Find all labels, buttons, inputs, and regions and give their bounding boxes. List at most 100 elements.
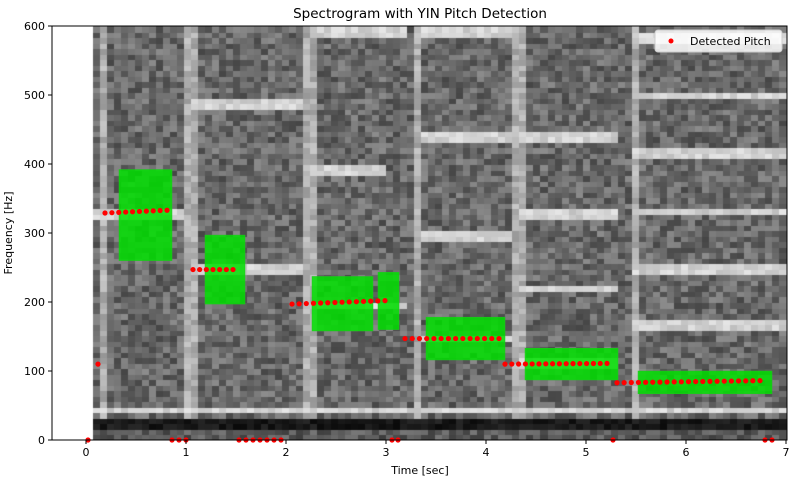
pitch-point: [714, 378, 720, 384]
pitch-point: [325, 300, 331, 306]
x-tick-label: 4: [483, 446, 490, 459]
y-tick-label: 400: [24, 158, 45, 171]
pitch-point: [123, 209, 129, 215]
pitch-point: [664, 379, 670, 385]
pitch-point: [368, 298, 374, 304]
pitch-point: [318, 300, 324, 306]
pitch-point: [230, 266, 236, 273]
pitch-point: [597, 360, 603, 367]
pitch-point: [416, 335, 423, 342]
x-tick-label: 1: [183, 446, 190, 459]
pitch-point: [431, 335, 437, 342]
pitch-point: [203, 266, 209, 273]
pitch-point: [116, 209, 122, 215]
pitch-point: [584, 360, 590, 367]
pitch-point: [217, 266, 223, 273]
pitch-point: [129, 209, 136, 215]
pitch-point: [728, 378, 735, 384]
pitch-point: [621, 380, 627, 386]
pitch-point: [556, 361, 563, 367]
y-tick-label: 200: [24, 296, 45, 309]
pitch-point: [310, 300, 317, 306]
pitch-point: [743, 378, 749, 384]
pitch-point: [223, 266, 229, 273]
pitch-point: [95, 361, 101, 367]
pitch-point: [453, 335, 459, 342]
legend: Detected Pitch: [654, 29, 783, 53]
pitch-point: [721, 378, 727, 384]
pitch-point: [685, 379, 692, 385]
pitch-point: [467, 335, 473, 342]
pitch-point: [382, 298, 388, 304]
highlight-region: [118, 169, 173, 261]
pitch-point: [643, 379, 649, 385]
y-tick-label: 100: [24, 365, 45, 378]
highlight-region: [377, 272, 400, 330]
pitch-point: [460, 335, 466, 342]
x-tick-label: 3: [383, 446, 390, 459]
pitch-point: [750, 378, 756, 384]
pitch-point: [375, 298, 381, 304]
pitch-point: [445, 335, 451, 342]
legend-box: [654, 29, 783, 53]
highlight-regions: [118, 169, 773, 395]
pitch-point: [693, 378, 699, 385]
pitch-point: [577, 360, 583, 367]
pitch-point: [157, 207, 163, 214]
y-tick-label: 600: [24, 20, 45, 33]
y-tick-label: 300: [24, 227, 45, 240]
pitch-point: [522, 361, 529, 367]
pitch-point: [671, 379, 677, 385]
pitch-point: [438, 335, 444, 342]
pitch-point: [210, 266, 216, 273]
pitch-point: [102, 210, 108, 216]
pitch-point: [757, 378, 763, 384]
pitch-point: [529, 361, 535, 367]
pitch-point: [502, 361, 508, 367]
pitch-point: [339, 299, 345, 305]
pitch-point: [289, 301, 295, 307]
pitch-point: [635, 379, 642, 386]
pitch-point: [614, 380, 620, 386]
y-tick-label: 500: [24, 89, 45, 102]
pitch-point: [164, 207, 170, 213]
y-tick-label: 0: [38, 434, 45, 447]
pitch-point: [197, 266, 203, 273]
x-axis: 0 1 2 3 4 5 6 7: [83, 440, 790, 459]
pitch-point: [360, 298, 367, 305]
x-tick-label: 0: [83, 446, 90, 459]
pitch-point: [735, 378, 742, 384]
pitch-point: [353, 299, 359, 305]
pitch-point: [296, 301, 302, 307]
legend-marker: [668, 38, 674, 44]
pitch-point: [150, 208, 156, 214]
pitch-point: [481, 335, 488, 342]
legend-label: Detected Pitch: [690, 35, 771, 48]
pitch-point: [402, 335, 408, 342]
pitch-point: [489, 335, 495, 342]
pitch-point: [650, 379, 656, 385]
pitch-point: [604, 360, 610, 367]
y-axis-label: Frequency [Hz]: [2, 192, 15, 275]
pitch-point: [536, 361, 542, 367]
pitch-point: [543, 361, 549, 367]
pitch-point: [700, 378, 706, 385]
pitch-point: [143, 208, 149, 214]
pitch-point: [136, 208, 143, 215]
pitch-point: [474, 335, 480, 342]
pitch-point: [628, 379, 634, 386]
pitch-point: [678, 379, 684, 385]
x-tick-label: 5: [583, 446, 590, 459]
pitch-point: [657, 379, 663, 385]
pitch-point: [424, 335, 430, 342]
pitch-point: [590, 360, 597, 367]
pitch-point: [496, 335, 502, 342]
pitch-point: [409, 335, 415, 342]
pitch-point: [332, 299, 338, 306]
chart-title: Spectrogram with YIN Pitch Detection: [293, 6, 547, 22]
pitch-point: [190, 266, 196, 273]
pitch-point: [109, 210, 115, 216]
pitch-point: [303, 300, 309, 307]
